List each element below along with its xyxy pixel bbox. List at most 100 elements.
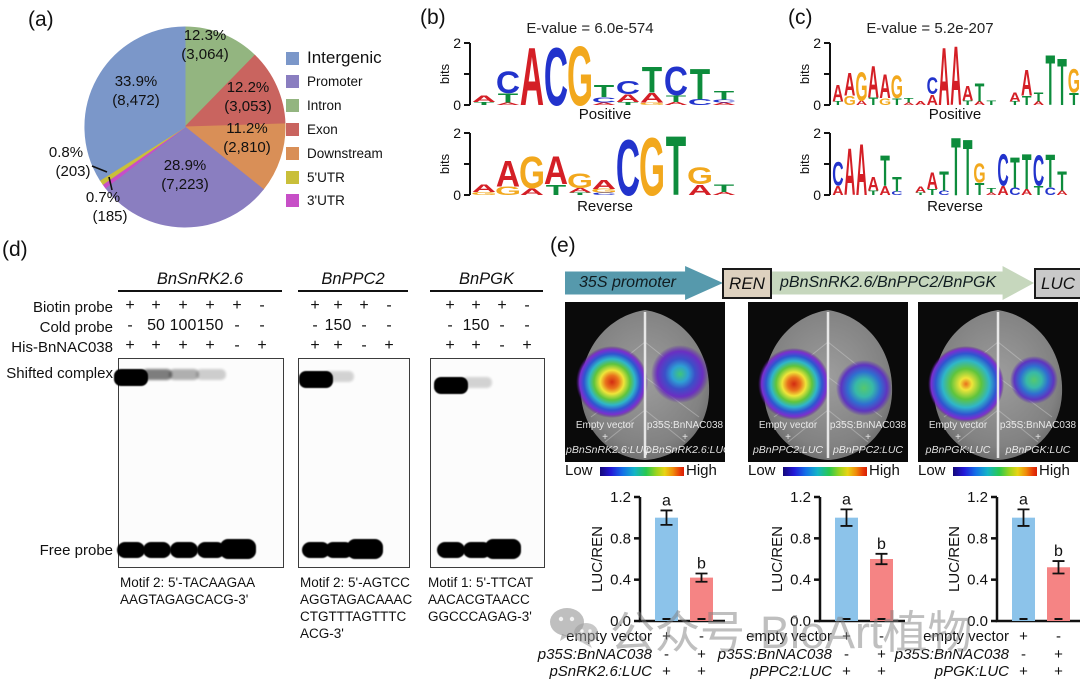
logo-letter: A [616,92,640,104]
logo-letter: A [927,169,939,195]
panel-d-label: (d) [2,238,28,261]
shifted-complex-band [324,371,354,382]
lane-symbol: + [445,297,455,314]
logo-letter: T [939,164,949,196]
svg-text:0.4: 0.4 [790,572,811,589]
cold-probe-row-label: Cold probe [39,319,113,336]
legend-item: 3'UTR [286,190,345,212]
logo-letter: A [974,101,986,107]
legend-item: Exon [286,118,338,140]
logo-letter: T [868,95,878,107]
chart-row-label: p35S:BnNAC038 [717,645,832,663]
logo-letter: A [915,185,926,195]
logo-letter: T [666,94,686,104]
logo-letter: T [986,99,996,107]
logo-letter: A [856,99,868,107]
logo-letter: A [520,187,544,197]
logo-letter: A [1021,62,1032,104]
lane-symbol: - [499,317,505,334]
logo-letter: G [1068,62,1080,101]
chart-row-symbol: - [879,628,884,645]
free-probe-band [143,542,171,558]
logo-letter: C [688,98,712,108]
lane-symbol: + [205,297,215,314]
logo-letter: A [962,82,974,106]
logo-letter: T [963,124,973,202]
gel-gene-name: BnPGK [458,270,515,288]
lane-symbol: + [310,337,320,354]
logo-letter: T [833,101,844,107]
legend-item: 5'UTR [286,166,345,188]
chart-row-symbol: + [662,663,671,680]
chart-condition-row: p35S:BnNAC038- + [894,645,1080,663]
lane-symbol: - [234,337,240,354]
svg-text:0.0: 0.0 [610,613,631,626]
biotin-probe-row-label: Biotin probe [32,299,113,316]
logo-letter: T [975,179,985,199]
logo-letter: A [568,187,592,194]
svg-text:1.2: 1.2 [790,489,811,506]
pie-label-pct: 0.7% [86,189,120,206]
pie-label-pct: 33.9% [115,73,158,90]
free-probe-band [437,542,465,558]
free-probe-band [170,542,198,558]
logo-letter: T [927,188,937,198]
lane-symbol: + [497,297,507,314]
logo-letter: G [891,70,903,106]
logo-letter: C [592,192,616,196]
logo-letter: G [687,164,713,190]
gel-image [114,358,284,568]
logo-letter: T [1010,101,1021,107]
lane-symbol: + [125,297,135,314]
chart-row-symbol: + [842,663,851,680]
shifted-complex-band [169,369,199,380]
scale-high-label: High [869,462,900,479]
chart-condition-row: pSnRK2.6:LUC + + [540,663,740,680]
leaf-image: Empty vector + pBnSnRK2.6:LUC p35S:BnNAC038… [565,302,725,462]
logo-letter: G [639,102,665,106]
chart-row-symbol: + [697,663,706,680]
panel-c-label: (c) [788,6,813,29]
svg-text:2: 2 [813,125,821,141]
chart-condition-row: empty vector + - [720,628,920,645]
gel-header-underline [298,290,408,292]
logo-letter: T [892,96,902,107]
logo-letter: A [1033,101,1045,107]
logo-letter: C [938,189,950,197]
svg-text:a: a [842,491,851,508]
legend-swatch [286,99,299,113]
legend-label: Downstream [307,145,383,161]
shifted-complex-band [142,369,172,380]
pie-slice-downstream [183,123,286,191]
lane-symbol: + [445,337,455,354]
leaf-image: Empty vector + pBnPGK:LUC p35S:BnNAC038 + pBn… [918,302,1078,462]
legend-item: Intergenic [286,47,382,69]
logo-letter: T [642,60,663,101]
motif-text-2: Motif 2: 5'-AGTCC AGGTAGACAAAC CTGTTTAGT… [300,575,413,641]
scale-low-label: Low [918,462,946,479]
gel-gene-name: BnPPC2 [321,270,385,288]
pie-label-pct: 12.2% [227,79,270,96]
logo-letter: T [951,120,961,202]
chart-row-label: p35S:BnNAC038 [894,645,1009,663]
legend-label: Intron [307,98,342,114]
svg-text:0.8: 0.8 [790,530,811,547]
panel-e-label: (e) [550,234,576,257]
svg-text:2: 2 [453,125,461,141]
logo-letter: G [879,96,891,107]
svg-text:LUC/REN: LUC/REN [946,526,963,592]
logo-letter: A [938,30,949,112]
lane-symbol: - [524,297,530,314]
logo-letter: A [844,68,855,104]
logo-letter: G [973,157,985,189]
logo-letter: C [592,96,616,105]
chart-row-symbol: + [1054,663,1063,680]
scale-high-label: High [1039,462,1070,479]
svg-text:0: 0 [813,97,821,112]
logo-letter: T [570,192,591,196]
logo-letter: T [1045,144,1055,198]
logo-letter: T [1022,94,1032,108]
logo-letter: T [1022,144,1032,199]
